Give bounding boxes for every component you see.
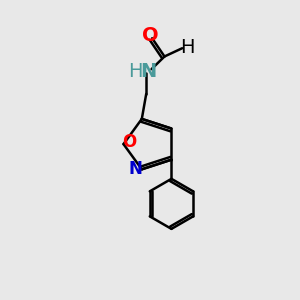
Text: O: O [122, 133, 136, 151]
Text: H: H [128, 62, 142, 81]
Text: O: O [142, 26, 159, 45]
Text: H: H [180, 38, 195, 57]
Text: N: N [140, 62, 157, 81]
Text: N: N [128, 160, 142, 178]
